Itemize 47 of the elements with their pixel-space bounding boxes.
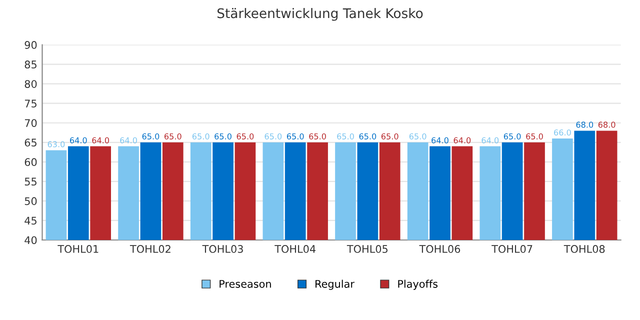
data-label: 65.0 — [359, 133, 376, 140]
legend-label: Playoffs — [398, 280, 438, 290]
legend-label: Regular — [316, 280, 354, 290]
data-label: 65.0 — [264, 133, 282, 140]
x-tick-label: TOHL08 — [564, 245, 605, 253]
y-tick-label: 85 — [24, 60, 36, 68]
x-tick-label: TOHL01 — [58, 245, 98, 253]
data-label: 64.0 — [120, 137, 137, 144]
data-label: 64.0 — [482, 137, 499, 144]
data-label: 68.0 — [598, 122, 616, 128]
data-label: 65.0 — [381, 133, 398, 140]
y-tick-label: 90 — [24, 41, 37, 49]
data-label: 65.0 — [309, 133, 326, 140]
data-label: 65.0 — [236, 133, 254, 140]
data-label: 64.0 — [432, 137, 448, 144]
data-label: 68.0 — [576, 122, 594, 128]
y-tick-label: 75 — [24, 100, 36, 108]
data-label: 65.0 — [142, 133, 160, 140]
data-label: 65.0 — [526, 133, 543, 140]
data-label: 63.0 — [48, 141, 65, 148]
data-label: 65.0 — [337, 133, 354, 140]
chart-title: Stärkeentwicklung Tanek Kosko — [217, 8, 423, 21]
data-label: 65.0 — [286, 133, 304, 140]
y-tick-label: 80 — [24, 80, 37, 88]
data-label: 65.0 — [214, 133, 232, 140]
data-label: 64.0 — [454, 137, 471, 144]
x-tick-label: TOHL03 — [202, 245, 243, 253]
data-label: 66.0 — [554, 129, 571, 136]
x-tick-label: TOHL04 — [274, 245, 316, 253]
x-tick-label: TOHL02 — [130, 245, 170, 253]
data-label: 65.0 — [164, 133, 182, 140]
y-tick-label: 60 — [24, 158, 37, 166]
y-tick-label: 45 — [24, 216, 36, 225]
legend-label: Preseason — [220, 280, 271, 288]
x-tick-label: TOHL06 — [419, 245, 460, 253]
x-tick-label: TOHL05 — [346, 245, 388, 253]
data-label: 64.0 — [92, 137, 110, 144]
x-tick-label: TOHL07 — [492, 245, 532, 253]
data-label: 65.0 — [192, 133, 210, 140]
y-tick-label: 55 — [24, 178, 36, 186]
data-label: 64.0 — [70, 137, 87, 144]
y-tick-label: 70 — [24, 119, 37, 127]
y-tick-label: 50 — [24, 197, 37, 206]
data-label: 65.0 — [504, 133, 521, 140]
y-tick-label: 40 — [24, 236, 37, 244]
y-tick-label: 65 — [24, 138, 36, 147]
data-label: 65.0 — [409, 133, 426, 140]
